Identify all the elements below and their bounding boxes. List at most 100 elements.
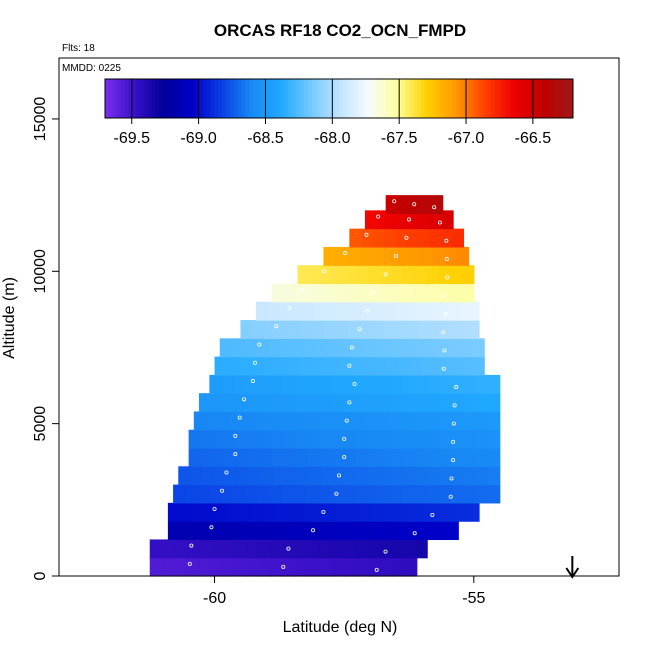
heatmap-cell bbox=[450, 411, 464, 431]
heatmap-cell bbox=[264, 521, 278, 541]
colorbar-swatch bbox=[210, 79, 215, 118]
heatmap-cell bbox=[380, 557, 394, 577]
sample-point bbox=[374, 567, 379, 572]
heatmap-cell bbox=[378, 283, 392, 303]
heatmap-cell bbox=[436, 338, 449, 358]
heatmap-cell bbox=[463, 374, 477, 394]
heatmap-cell bbox=[347, 502, 360, 522]
heatmap-cell bbox=[233, 484, 247, 504]
colorbar-swatch bbox=[171, 79, 176, 118]
heatmap-cell bbox=[343, 393, 356, 413]
heatmap-cell bbox=[440, 466, 453, 486]
heatmap-cell bbox=[234, 557, 248, 577]
heatmap-cell bbox=[283, 557, 296, 577]
heatmap-cell bbox=[239, 502, 253, 522]
heatmap-cell bbox=[402, 283, 415, 303]
heatmap-cell bbox=[392, 448, 405, 467]
heatmap-cell bbox=[386, 356, 399, 376]
colorbar-swatch bbox=[272, 79, 278, 118]
colorbar-swatch bbox=[105, 79, 110, 118]
sample-point bbox=[430, 513, 435, 518]
heatmap-cell bbox=[271, 393, 284, 413]
colorbar-swatch bbox=[448, 79, 453, 118]
heatmap-cell bbox=[402, 210, 416, 230]
heatmap-cell bbox=[390, 539, 404, 559]
colorbar-swatch bbox=[420, 79, 426, 118]
heatmap-cell bbox=[251, 356, 265, 376]
colorbar-swatch bbox=[498, 79, 504, 118]
heatmap-cell bbox=[359, 502, 372, 522]
heatmap-cell bbox=[344, 466, 358, 486]
heatmap-cell bbox=[315, 338, 329, 358]
heatmap-cell bbox=[234, 539, 247, 559]
heatmap-cell bbox=[354, 374, 368, 394]
x-tick-label: -55 bbox=[462, 590, 485, 607]
colorbar-swatch bbox=[179, 79, 184, 118]
heatmap-cell bbox=[378, 539, 392, 559]
heatmap-cell bbox=[300, 356, 314, 376]
heatmap-cell bbox=[438, 411, 452, 431]
colorbar-swatch bbox=[280, 79, 285, 118]
heatmap-cell bbox=[415, 265, 428, 285]
heatmap-cell bbox=[475, 374, 489, 394]
heatmap-cell bbox=[319, 393, 332, 413]
sample-point bbox=[394, 254, 399, 259]
sample-point bbox=[237, 415, 242, 420]
colorbar-swatch bbox=[315, 79, 320, 118]
heatmap-cell bbox=[377, 210, 391, 230]
colorbar-swatch bbox=[327, 79, 332, 118]
heatmap-cell bbox=[471, 356, 485, 376]
heatmap-cell bbox=[284, 448, 297, 467]
heatmap-cell bbox=[288, 320, 301, 339]
heatmap-cell bbox=[218, 411, 232, 431]
heatmap-cell bbox=[242, 411, 256, 431]
heatmap-cell bbox=[464, 466, 477, 486]
heatmap-cell bbox=[415, 393, 429, 413]
heatmap-cell bbox=[475, 411, 489, 431]
heatmap-cell bbox=[379, 393, 393, 413]
heatmap-cell bbox=[213, 466, 227, 486]
heatmap-cell bbox=[366, 283, 380, 303]
sample-point bbox=[334, 491, 339, 496]
sample-point bbox=[349, 345, 354, 350]
heatmap-cell bbox=[355, 393, 369, 413]
colorbar-swatch bbox=[202, 79, 207, 118]
heatmap-cell bbox=[228, 521, 242, 541]
colorbar: -69.5 -69.0 -68.5 -68.0 -67.5 -67.0 -66.5 bbox=[104, 78, 574, 147]
heatmap-cell bbox=[237, 466, 251, 486]
heatmap-cell bbox=[295, 283, 308, 303]
colorbar-swatch bbox=[144, 79, 149, 118]
heatmap-cell bbox=[356, 265, 369, 285]
heatmap-cell bbox=[389, 411, 403, 431]
heatmap-cell bbox=[342, 374, 356, 394]
heatmap-cell bbox=[420, 301, 433, 321]
colorbar-swatch bbox=[284, 79, 289, 118]
sample-point bbox=[383, 272, 388, 277]
colorbar-swatch bbox=[432, 79, 437, 118]
colorbar-swatch bbox=[522, 79, 527, 118]
colorbar-swatch bbox=[249, 79, 254, 118]
heatmap-cell bbox=[450, 265, 463, 285]
heatmap-cell bbox=[288, 521, 302, 541]
sample-point bbox=[212, 507, 217, 512]
colorbar-swatch bbox=[405, 79, 410, 118]
heatmap-cell bbox=[475, 484, 489, 504]
heatmap-cell bbox=[167, 521, 181, 541]
heatmap-cell bbox=[368, 448, 381, 467]
heatmap-cell bbox=[261, 466, 275, 486]
heatmap-cell bbox=[197, 539, 211, 559]
plot-frame bbox=[58, 57, 620, 577]
heatmap-cell bbox=[412, 338, 425, 358]
heatmap-cell bbox=[283, 283, 296, 303]
heatmap-cell bbox=[444, 246, 458, 266]
colorbar-tick-label: -69.5 bbox=[114, 130, 151, 147]
heatmap-cell bbox=[225, 466, 239, 486]
heatmap-cell bbox=[302, 301, 316, 321]
heatmap-cell bbox=[318, 374, 331, 394]
colorbar-swatch bbox=[124, 79, 129, 118]
colorbar-swatch bbox=[319, 79, 324, 118]
heatmap-cell bbox=[475, 466, 489, 486]
sample-point bbox=[392, 199, 397, 204]
heatmap-cell bbox=[409, 521, 423, 541]
heatmap-cell bbox=[324, 356, 338, 376]
